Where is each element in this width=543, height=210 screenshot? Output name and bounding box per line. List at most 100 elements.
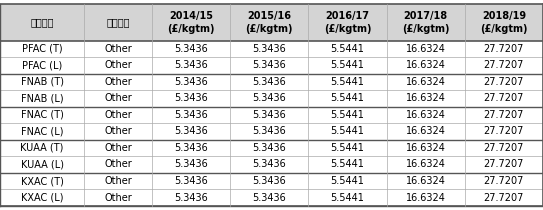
Bar [465, 90, 543, 107]
Bar [387, 41, 465, 57]
Text: 5.3436: 5.3436 [252, 77, 286, 87]
Text: Other: Other [104, 193, 132, 202]
Bar [387, 4, 465, 41]
Text: Other: Other [104, 77, 132, 87]
Text: 27.7207: 27.7207 [484, 93, 524, 103]
Bar [0, 57, 84, 74]
Bar [465, 4, 543, 41]
Bar [230, 90, 308, 107]
Text: 5.3436: 5.3436 [174, 110, 208, 120]
Bar [0, 189, 84, 206]
Text: 27.7207: 27.7207 [484, 77, 524, 87]
Text: 27.7207: 27.7207 [484, 176, 524, 186]
Bar [84, 173, 152, 189]
Bar [465, 140, 543, 156]
Text: 5.3436: 5.3436 [174, 176, 208, 186]
Text: 5.5441: 5.5441 [331, 193, 364, 202]
Text: 5.3436: 5.3436 [252, 44, 286, 54]
Bar [387, 140, 465, 156]
Text: FNAB (T): FNAB (T) [21, 77, 64, 87]
Bar [0, 140, 84, 156]
Bar [152, 140, 230, 156]
Text: 16.6324: 16.6324 [406, 93, 446, 103]
Text: 16.6324: 16.6324 [406, 126, 446, 136]
Bar [465, 41, 543, 57]
Bar [0, 4, 84, 41]
Bar [152, 57, 230, 74]
Text: 5.3436: 5.3436 [252, 176, 286, 186]
Text: FNAB (L): FNAB (L) [21, 93, 64, 103]
Bar [308, 41, 387, 57]
Bar [84, 107, 152, 123]
Bar [465, 156, 543, 173]
Bar [230, 4, 308, 41]
Bar [308, 189, 387, 206]
Text: PFAC (L): PFAC (L) [22, 60, 62, 70]
Bar [308, 140, 387, 156]
Bar [465, 123, 543, 140]
Text: 5.5441: 5.5441 [331, 60, 364, 70]
Bar [465, 189, 543, 206]
Text: Other: Other [104, 159, 132, 169]
Text: 16.6324: 16.6324 [406, 44, 446, 54]
Bar [230, 107, 308, 123]
Bar [152, 74, 230, 90]
Text: 2014/15
(£/kgtm): 2014/15 (£/kgtm) [167, 11, 215, 34]
Text: 2016/17
(£/kgtm): 2016/17 (£/kgtm) [324, 11, 371, 34]
Bar [0, 173, 84, 189]
Text: 5.5441: 5.5441 [331, 143, 364, 153]
Text: Other: Other [104, 126, 132, 136]
Text: 5.3436: 5.3436 [252, 143, 286, 153]
Bar [230, 156, 308, 173]
Text: 27.7207: 27.7207 [484, 193, 524, 202]
Text: 16.6324: 16.6324 [406, 77, 446, 87]
Bar [387, 173, 465, 189]
Bar [308, 107, 387, 123]
Text: Other: Other [104, 143, 132, 153]
Text: KXAC (T): KXAC (T) [21, 176, 64, 186]
Bar [152, 189, 230, 206]
Text: 16.6324: 16.6324 [406, 159, 446, 169]
Text: Other: Other [104, 44, 132, 54]
Bar [152, 123, 230, 140]
Bar [308, 57, 387, 74]
Bar [84, 140, 152, 156]
Text: 16.6324: 16.6324 [406, 143, 446, 153]
Text: FNAC (T): FNAC (T) [21, 110, 64, 120]
Text: 2015/16
(£/kgtm): 2015/16 (£/kgtm) [245, 11, 293, 34]
Bar [0, 107, 84, 123]
Bar [0, 41, 84, 57]
Bar [465, 173, 543, 189]
Text: 5.3436: 5.3436 [252, 126, 286, 136]
Bar [465, 57, 543, 74]
Bar [152, 41, 230, 57]
Text: 5.3436: 5.3436 [252, 93, 286, 103]
Text: 2017/18
(£/kgtm): 2017/18 (£/kgtm) [402, 11, 450, 34]
Text: 27.7207: 27.7207 [484, 159, 524, 169]
Text: Other: Other [104, 60, 132, 70]
Text: KUAA (L): KUAA (L) [21, 159, 64, 169]
Text: 27.7207: 27.7207 [484, 60, 524, 70]
Bar [152, 4, 230, 41]
Bar [230, 74, 308, 90]
Text: 화물종류: 화물종류 [106, 17, 130, 27]
Text: 5.5441: 5.5441 [331, 93, 364, 103]
Bar [230, 173, 308, 189]
Text: 16.6324: 16.6324 [406, 176, 446, 186]
Bar [308, 123, 387, 140]
Bar [308, 90, 387, 107]
Text: PFAC (T): PFAC (T) [22, 44, 62, 54]
Bar [152, 156, 230, 173]
Bar [230, 123, 308, 140]
Text: 5.3436: 5.3436 [252, 110, 286, 120]
Bar [84, 189, 152, 206]
Bar [84, 90, 152, 107]
Text: Other: Other [104, 93, 132, 103]
Bar [387, 156, 465, 173]
Bar [308, 4, 387, 41]
Text: 5.3436: 5.3436 [174, 60, 208, 70]
Text: 27.7207: 27.7207 [484, 143, 524, 153]
Bar [465, 107, 543, 123]
Text: 5.3436: 5.3436 [174, 77, 208, 87]
Text: 16.6324: 16.6324 [406, 193, 446, 202]
